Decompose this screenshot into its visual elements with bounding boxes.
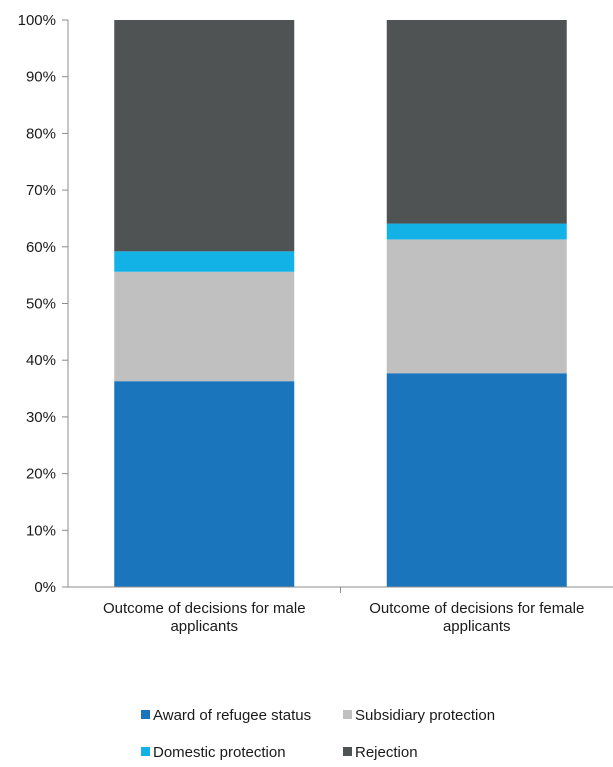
bar-segment-rejection — [386, 20, 567, 224]
y-tick-label: 80% — [26, 125, 56, 142]
bar-segment-award-of-refugee-status — [114, 381, 295, 587]
bar-segment-subsidiary-protection — [386, 239, 567, 374]
y-tick-label: 50% — [26, 296, 56, 313]
legend-label: Domestic protection — [153, 744, 286, 761]
legend-label: Award of refugee status — [153, 707, 311, 724]
bar-segment-rejection — [114, 20, 295, 252]
legend-label: Rejection — [355, 744, 418, 761]
x-axis: Outcome of decisions for male applicants O… — [68, 586, 613, 635]
legend-swatch — [343, 747, 352, 756]
bar-segment-domestic-protection — [386, 223, 567, 240]
y-tick-label: 90% — [26, 69, 56, 86]
y-tick-label: 60% — [26, 239, 56, 256]
y-tick-label: 30% — [26, 409, 56, 426]
bars — [114, 20, 567, 587]
bar-segment-subsidiary-protection — [114, 271, 295, 382]
x-tick-label: Outcome of decisions for female applicant… — [369, 600, 584, 635]
bar-segment-award-of-refugee-status — [386, 373, 567, 587]
y-tick-label: 0% — [34, 579, 56, 596]
legend-label: Subsidiary protection — [355, 707, 495, 724]
y-axis: 0% 10% 20% 30% 40% 50% 60% 70% 80% 90% 100% — [18, 12, 69, 596]
legend-swatch — [343, 710, 352, 719]
y-tick-label: 70% — [26, 182, 56, 199]
x-tick-label: Outcome of decisions for male applicants — [103, 600, 306, 635]
y-tick-label: 10% — [26, 522, 56, 539]
legend: Award of refugee status Subsidiary protec… — [141, 707, 495, 761]
y-tick-label: 100% — [18, 12, 56, 29]
legend-swatch — [141, 710, 150, 719]
bar-segment-domestic-protection — [114, 251, 295, 272]
y-tick-label: 20% — [26, 466, 56, 483]
y-tick-label: 40% — [26, 352, 56, 369]
legend-swatch — [141, 747, 150, 756]
